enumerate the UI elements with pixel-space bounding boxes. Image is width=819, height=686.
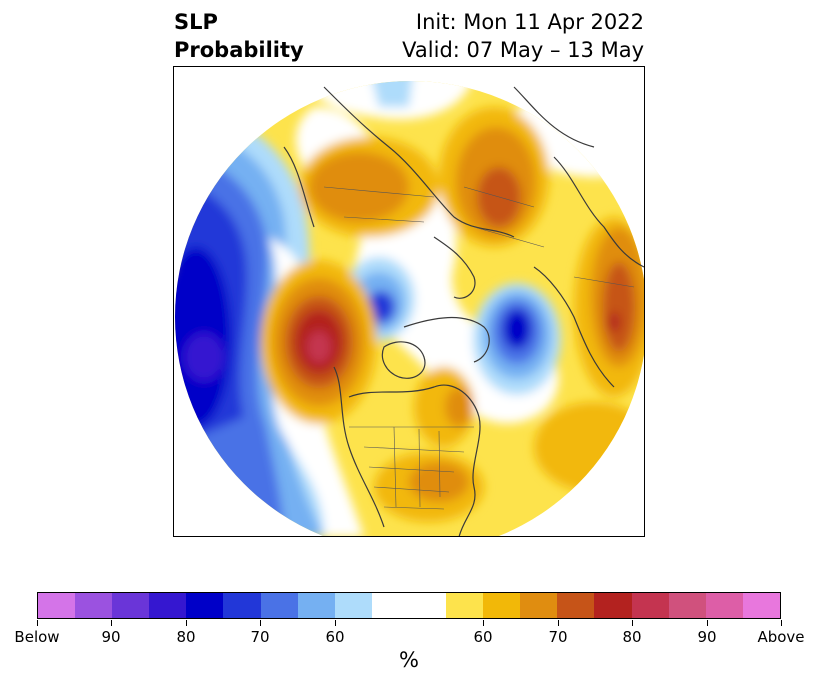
colorbar-swatch-below-0 xyxy=(38,593,76,618)
colorbar-swatch-neutral-0 xyxy=(371,593,447,618)
colorbar-tick-label-2: 80 xyxy=(176,628,196,646)
coastlines xyxy=(283,86,644,536)
colorbar-swatch-below-6 xyxy=(260,593,298,618)
colorbar-tick-4 xyxy=(335,620,336,626)
colorbar-tick-label-5: 60 xyxy=(473,628,493,646)
map-panel xyxy=(173,66,645,537)
colorbar-tick-label-9: Above xyxy=(757,628,805,646)
colorbar-tick-label-8: 90 xyxy=(697,628,717,646)
colorbar xyxy=(37,592,781,619)
colorbar-tick-8 xyxy=(707,620,708,626)
valid-dates: Valid: 07 May – 13 May xyxy=(402,38,644,62)
colorbar-swatch-below-7 xyxy=(297,593,335,618)
colorbar-swatch-below-2 xyxy=(112,593,150,618)
colorbar-swatch-below-1 xyxy=(75,593,113,618)
colorbar-tick-5 xyxy=(483,620,484,626)
colorbar-tick-label-0: Below xyxy=(14,628,60,646)
colorbar-swatch-above-7 xyxy=(705,593,743,618)
colorbar-tick-label-3: 70 xyxy=(250,628,270,646)
init-date: Init: Mon 11 Apr 2022 xyxy=(415,10,644,34)
colorbar-swatch-above-0 xyxy=(446,593,484,618)
probability-map xyxy=(175,81,644,536)
colorbar-tick-1 xyxy=(111,620,112,626)
colorbar-tick-label-6: 70 xyxy=(548,628,568,646)
colorbar-swatch-above-3 xyxy=(557,593,595,618)
colorbar-tick-7 xyxy=(632,620,633,626)
colorbar-swatch-above-2 xyxy=(520,593,558,618)
colorbar-tick-label-7: 80 xyxy=(622,628,642,646)
colorbar-tick-label-1: 90 xyxy=(101,628,121,646)
colorbar-swatch-below-8 xyxy=(334,593,372,618)
probability-field xyxy=(175,81,644,536)
colorbar-swatch-below-3 xyxy=(149,593,187,618)
colorbar-unit: % xyxy=(399,648,419,672)
title-quantity: Probability xyxy=(174,38,304,62)
colorbar-swatch-above-8 xyxy=(742,593,780,618)
colorbar-tick-label-4: 60 xyxy=(325,628,345,646)
colorbar-swatch-above-1 xyxy=(483,593,521,618)
colorbar-swatch-below-5 xyxy=(223,593,261,618)
map-dates: Init: Mon 11 Apr 2022 Valid: 07 May – 13… xyxy=(402,8,644,64)
colorbar-tick-2 xyxy=(186,620,187,626)
colorbar-swatch-below-4 xyxy=(186,593,224,618)
colorbar-tick-3 xyxy=(260,620,261,626)
colorbar-tick-0 xyxy=(37,620,38,626)
title-variable: SLP xyxy=(174,10,218,34)
borders xyxy=(323,186,635,510)
map-title: SLP Probability xyxy=(174,8,304,64)
colorbar-tick-9 xyxy=(781,620,782,626)
colorbar-swatch-above-4 xyxy=(594,593,632,618)
colorbar-swatch-above-6 xyxy=(668,593,706,618)
colorbar-tick-6 xyxy=(558,620,559,626)
colorbar-swatch-above-5 xyxy=(631,593,669,618)
